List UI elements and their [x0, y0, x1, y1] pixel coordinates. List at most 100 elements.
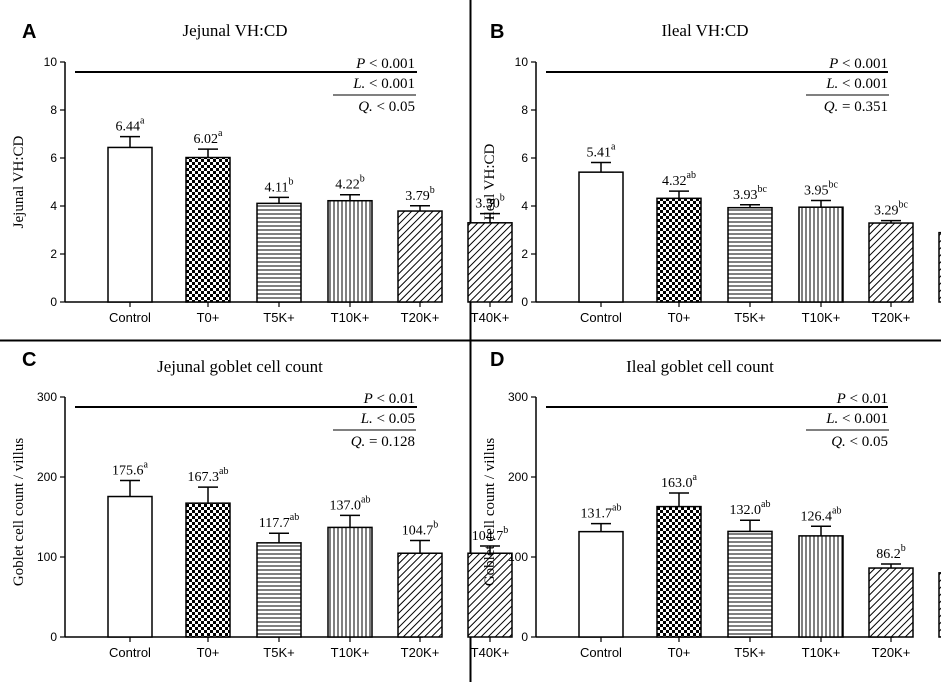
x-tick-label: T20K+ — [401, 645, 440, 660]
y-axis-label: Goblet cell count / villus — [11, 438, 27, 586]
y-tick-label: 200 — [508, 470, 528, 484]
x-tick-label: Control — [109, 310, 151, 325]
chart-title: Ileal VH:CD — [661, 21, 748, 40]
data-label: 5.41a — [587, 142, 617, 161]
x-tick-label: T20K+ — [872, 310, 911, 325]
y-tick-label: 100 — [37, 550, 57, 564]
y-axis-label: Ileal VH:CD — [482, 143, 498, 220]
stat-quadratic: Q. < 0.05 — [358, 99, 415, 115]
panel-letter: C — [22, 349, 36, 371]
data-label: 132.0ab — [730, 499, 771, 518]
bar-t5k-plus — [256, 202, 302, 303]
data-label: 104.7b — [402, 519, 439, 538]
x-tick-label: T40K+ — [471, 310, 510, 325]
data-label: 4.32ab — [662, 170, 696, 189]
bar-t40k-plus — [938, 231, 941, 303]
y-tick-label: 0 — [521, 630, 528, 644]
stat-p-value: P < 0.01 — [363, 391, 415, 407]
data-label: 131.7ab — [581, 503, 622, 522]
bar-t0-plus — [185, 156, 231, 303]
bar-t10k-plus — [327, 199, 373, 303]
data-label: 4.11b — [265, 176, 294, 195]
bar-control — [107, 495, 153, 638]
y-tick-label: 0 — [50, 295, 57, 309]
y-tick-label: 300 — [508, 390, 528, 404]
bar-t5k-plus — [727, 206, 773, 303]
data-label: 175.6a — [112, 460, 149, 479]
data-label: 137.0ab — [330, 494, 371, 513]
data-label: 3.30b — [475, 193, 505, 212]
x-tick-label: T10K+ — [331, 645, 370, 660]
y-tick-label: 2 — [50, 247, 57, 261]
panel-letter: A — [22, 21, 36, 43]
stat-quadratic: Q. = 0.351 — [824, 99, 888, 115]
panel-letter: B — [490, 21, 504, 43]
bar-t10k-plus — [327, 526, 373, 638]
x-tick-label: T0+ — [197, 310, 220, 325]
bar-t20k-plus — [868, 222, 914, 303]
bar-t40k-plus — [938, 572, 941, 638]
y-tick-label: 10 — [44, 55, 58, 69]
bar-t20k-plus — [397, 210, 443, 303]
data-label: 163.0a — [661, 472, 698, 491]
panel-d: D Ileal goblet cell count Goblet cell coun… — [482, 349, 941, 660]
y-tick-label: 6 — [50, 151, 57, 165]
bar-control — [578, 171, 624, 303]
y-tick-label: 6 — [521, 151, 528, 165]
data-label: 3.29bc — [874, 200, 909, 219]
x-tick-label: T5K+ — [263, 310, 294, 325]
panel-a: A Jejunal VH:CD Jejunal VH:CD 0 2 4 6 8 10 P < 0.… — [11, 21, 513, 325]
stat-linear: L. < 0.001 — [825, 76, 888, 92]
x-tick-label: T5K+ — [734, 310, 765, 325]
bar-t0-plus — [185, 502, 231, 638]
y-tick-label: 200 — [37, 470, 57, 484]
x-tick-label: T5K+ — [263, 645, 294, 660]
stat-quadratic: Q. < 0.05 — [831, 434, 888, 450]
data-label: 167.3ab — [188, 466, 229, 485]
bar-t0-plus — [656, 197, 702, 303]
bar-t40k-plus — [467, 222, 513, 303]
panel-letter: D — [490, 349, 504, 371]
y-tick-label: 300 — [37, 390, 57, 404]
y-tick-label: 8 — [521, 103, 528, 117]
x-tick-label: T0+ — [668, 310, 691, 325]
stat-linear: L. < 0.001 — [352, 76, 415, 92]
data-label: 104.7b — [472, 525, 509, 544]
x-tick-label: T20K+ — [872, 645, 911, 660]
panel-b: B Ileal VH:CD Ileal VH:CD 0 2 4 6 8 10 P < 0.001 L… — [482, 21, 941, 325]
x-tick-label: T5K+ — [734, 645, 765, 660]
x-tick-label: T10K+ — [802, 645, 841, 660]
x-tick-label: Control — [109, 645, 151, 660]
x-tick-label: T0+ — [197, 645, 220, 660]
chart-title: Ileal goblet cell count — [626, 357, 774, 376]
x-tick-label: Control — [580, 310, 622, 325]
y-tick-label: 100 — [508, 550, 528, 564]
data-label: 126.4ab — [801, 505, 842, 524]
stat-p-value: P < 0.01 — [836, 391, 888, 407]
stat-p-value: P < 0.001 — [828, 56, 888, 72]
y-axis-label: Jejunal VH:CD — [11, 136, 27, 229]
bar-control — [578, 530, 624, 638]
data-label: 4.22b — [335, 174, 365, 193]
panel-c: C Jejunal goblet cell count Goblet cell co… — [11, 349, 513, 660]
stat-p-value: P < 0.001 — [355, 56, 415, 72]
y-tick-label: 10 — [515, 55, 529, 69]
data-label: 117.7ab — [259, 512, 299, 531]
stat-linear: L. < 0.05 — [360, 411, 415, 427]
data-label: 86.2b — [876, 543, 906, 562]
bar-t5k-plus — [256, 542, 302, 638]
y-tick-label: 0 — [50, 630, 57, 644]
bar-t5k-plus — [727, 530, 773, 638]
y-tick-label: 8 — [50, 103, 57, 117]
data-label: 6.02a — [194, 128, 224, 147]
bar-t20k-plus — [397, 552, 443, 638]
y-tick-label: 4 — [50, 199, 57, 213]
chart-title: Jejunal goblet cell count — [157, 357, 323, 376]
x-tick-label: T0+ — [668, 645, 691, 660]
x-tick-label: T10K+ — [802, 310, 841, 325]
data-label: 3.95bc — [804, 179, 839, 198]
bar-t20k-plus — [868, 567, 914, 638]
bar-t0-plus — [656, 505, 702, 638]
y-tick-label: 0 — [521, 295, 528, 309]
chart-title: Jejunal VH:CD — [183, 21, 288, 40]
